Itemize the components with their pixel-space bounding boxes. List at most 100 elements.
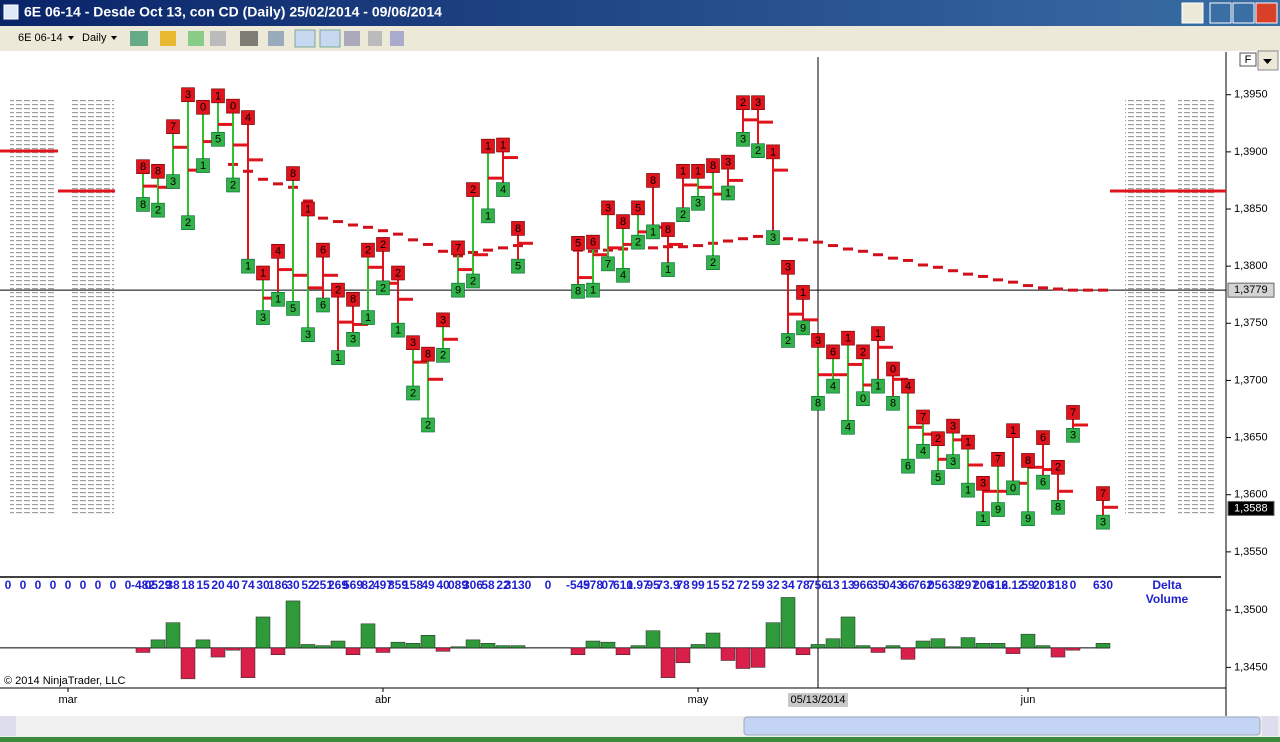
tool-button[interactable]	[344, 31, 360, 46]
delta-bar	[420, 635, 436, 649]
low-label: 2	[155, 205, 161, 217]
high-box	[796, 285, 810, 300]
low-box	[601, 256, 615, 272]
high-box	[1066, 405, 1080, 420]
delta-label: 30	[286, 578, 300, 592]
delta-bar	[780, 597, 796, 649]
app-icon	[3, 4, 19, 20]
delta-bar	[705, 632, 721, 649]
high-label: 8	[650, 175, 656, 187]
dropdown-arrow	[68, 36, 74, 40]
instrument-dropdown[interactable]: 6E 06-14	[18, 32, 63, 44]
dropdown-arrow	[1263, 59, 1272, 64]
x-tick-label: mar	[59, 694, 78, 706]
indicator-button[interactable]	[294, 29, 316, 48]
delta-label: 610	[613, 578, 633, 592]
delta-label: 49	[421, 578, 435, 592]
delta-bar	[270, 647, 286, 656]
volume-profile	[10, 100, 56, 515]
delta-bar	[750, 647, 766, 668]
low-label: 1	[335, 352, 341, 364]
delta-label: 0	[35, 578, 42, 592]
delta-label: 72	[736, 578, 750, 592]
scroll-thumb[interactable]	[743, 716, 1261, 736]
high-box	[1096, 486, 1110, 501]
delta-bar	[675, 647, 691, 664]
x-tick-label: may	[688, 694, 709, 706]
high-box	[1006, 423, 1020, 439]
delta-label: 859	[388, 578, 408, 592]
chart-style-button[interactable]	[130, 31, 148, 46]
high-label: 8	[290, 168, 296, 180]
low-label: 8	[890, 398, 896, 410]
low-label: 9	[800, 322, 806, 334]
low-box	[706, 255, 720, 271]
tool-button[interactable]	[390, 31, 404, 46]
high-box	[721, 154, 735, 170]
scroll-right[interactable]	[1262, 716, 1278, 736]
window-buttons[interactable]	[1181, 2, 1278, 24]
delta-label: 59	[751, 578, 765, 592]
delta-label: 1.97	[626, 578, 650, 592]
restore-button[interactable]	[1181, 2, 1204, 24]
high-label: 2	[380, 239, 386, 251]
high-label: 4	[275, 246, 281, 258]
delta-label: 762	[913, 578, 933, 592]
high-label: 6	[320, 245, 326, 257]
high-label: 1	[215, 90, 221, 102]
low-label: 3	[260, 312, 266, 324]
high-label: 8	[425, 349, 431, 361]
crosshair-button[interactable]	[240, 31, 258, 46]
delta-label: 95	[646, 578, 660, 592]
strategy-button[interactable]	[319, 29, 341, 48]
close-button[interactable]	[1255, 2, 1278, 24]
interval-dropdown[interactable]: Daily	[82, 32, 107, 44]
high-box	[736, 95, 750, 111]
delta-bar	[900, 647, 916, 660]
scroll-left[interactable]	[0, 716, 16, 736]
minimize-button[interactable]	[1209, 2, 1232, 24]
high-box	[241, 110, 255, 125]
delta-bar	[765, 622, 781, 649]
low-box	[466, 273, 480, 289]
low-box	[256, 310, 270, 325]
delta-bar	[345, 647, 361, 656]
toolbar-icons[interactable]	[130, 29, 404, 48]
low-box	[736, 131, 750, 147]
low-box	[766, 230, 780, 245]
delta-bar	[450, 646, 466, 649]
high-label: 1	[875, 328, 881, 340]
high-label: 7	[170, 121, 176, 133]
tool-button[interactable]	[210, 31, 226, 46]
delta-bar	[855, 645, 871, 649]
high-box	[826, 344, 840, 360]
low-label: 4	[920, 446, 926, 458]
high-box	[286, 166, 300, 181]
maximize-button[interactable]	[1232, 2, 1255, 24]
tool-button[interactable]	[188, 31, 204, 46]
high-label: 5	[575, 238, 581, 250]
delta-label: 6.12	[1001, 578, 1025, 592]
high-label: 6	[1040, 432, 1046, 444]
low-label: 4	[845, 422, 851, 434]
low-box	[721, 185, 735, 201]
high-label: 3	[785, 262, 791, 274]
delta-bar	[945, 646, 961, 649]
tool-button[interactable]	[268, 31, 284, 46]
drawing-tool-button[interactable]	[160, 31, 176, 46]
high-box	[961, 434, 975, 450]
delta-bar	[285, 600, 301, 649]
tool-button[interactable]	[368, 31, 382, 46]
delta-bar	[210, 647, 226, 658]
delta-bar	[1050, 647, 1066, 658]
delta-bar	[195, 639, 211, 649]
low-label: 9	[995, 504, 1001, 516]
low-label: 1	[245, 261, 251, 273]
high-box	[616, 214, 630, 229]
delta-bar	[615, 647, 631, 656]
panel-button[interactable]	[1239, 52, 1257, 67]
low-box	[961, 482, 975, 498]
delta-label: 13	[841, 578, 855, 592]
delta-bar	[690, 644, 706, 649]
low-label: 3	[695, 198, 701, 210]
